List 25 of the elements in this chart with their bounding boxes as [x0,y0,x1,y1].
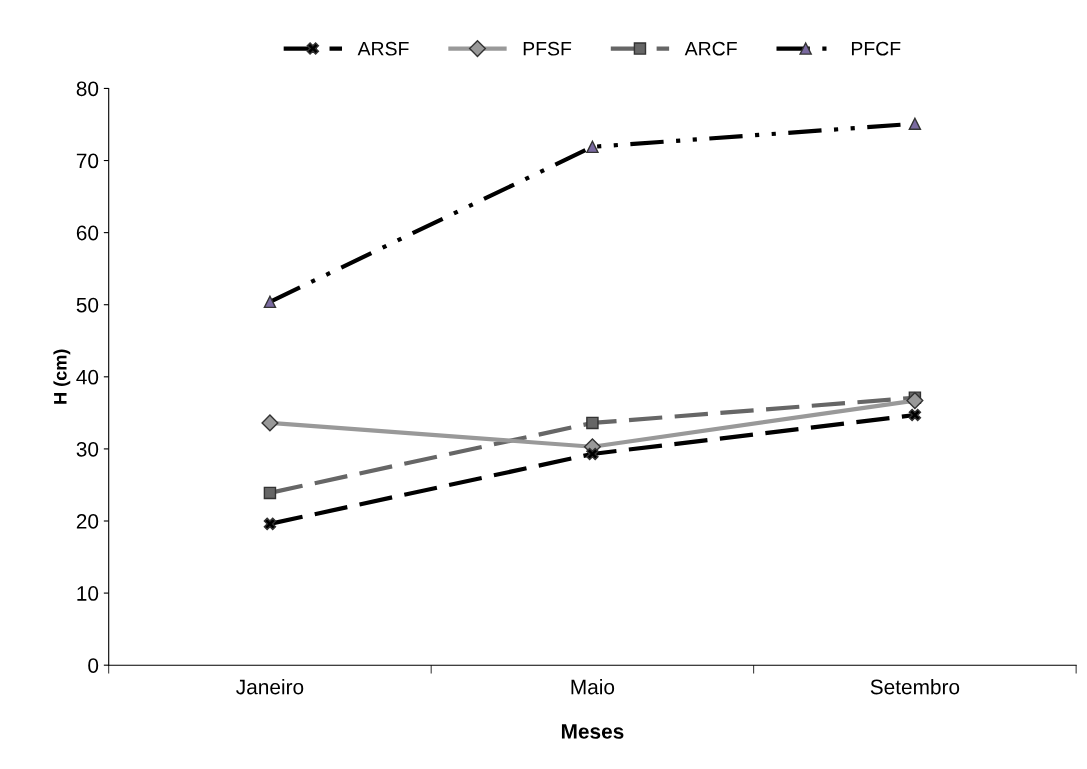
point [586,416,599,430]
point [261,414,279,432]
point [906,392,924,410]
legend-label: ARSF [357,41,409,56]
y-tick-label: 10 [77,586,99,601]
point [263,517,277,531]
y-tick-label: 20 [76,514,99,529]
y-tick-label: 30 [76,441,99,457]
y-tick-label: 40 [76,369,99,385]
x-tick-label: Setembro [870,679,960,695]
x-axis-title: Meses [561,724,624,739]
y-tick-label: 80 [76,81,99,97]
x-tick-label: Janeiro [236,679,304,695]
x-tick-label: Maio [571,679,615,695]
y-tick-label: 0 [88,658,99,673]
point [908,408,922,422]
point [586,447,599,461]
legend-label: ARCF [684,41,737,56]
legend-label: PFSF [523,41,572,56]
y-tick-label: 60 [76,225,99,241]
y-tick-label: 50 [76,297,99,313]
y-axis-title: H (cm) [53,349,71,404]
point [263,486,277,500]
y-tick-label: 70 [76,153,99,169]
legend-label: PFCF [851,41,901,56]
